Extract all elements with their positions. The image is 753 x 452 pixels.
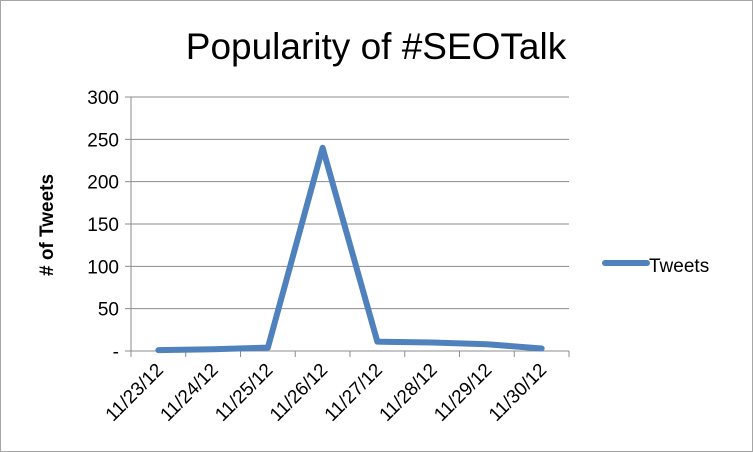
gridlines [131,96,569,310]
y-axis-tick-labels: - 50 100 150 200 250 300 [87,88,119,363]
x-tick-label: 11/28/12 [376,360,442,426]
legend: Tweets [602,256,709,277]
legend-label: Tweets [649,256,709,277]
x-tick-label: 11/24/12 [157,360,223,426]
x-axis-tick-labels: 11/23/1211/24/1211/25/1211/26/1211/27/12… [102,360,551,426]
series-line-tweets [155,144,545,354]
x-tick-label: 11/27/12 [321,360,387,426]
y-tick-label: 300 [87,88,119,109]
y-axis-title: # of Tweets [37,174,58,276]
y-tick-label: 150 [87,215,119,236]
y-tick-label: 250 [87,130,119,151]
y-tick-label: 50 [98,300,119,321]
y-tick-label: 200 [87,173,119,194]
x-tick-label: 11/29/12 [430,360,496,426]
x-tick-label: 11/30/12 [485,360,551,426]
series-lines [155,144,545,354]
x-tick-label: 11/23/12 [102,360,168,426]
y-tick-label: - [113,342,119,363]
chart-title: Popularity of #SEOTalk [186,26,567,67]
x-tick-label: 11/26/12 [266,360,332,426]
y-tick-label: 100 [87,257,119,278]
x-tick-label: 11/25/12 [211,360,277,426]
